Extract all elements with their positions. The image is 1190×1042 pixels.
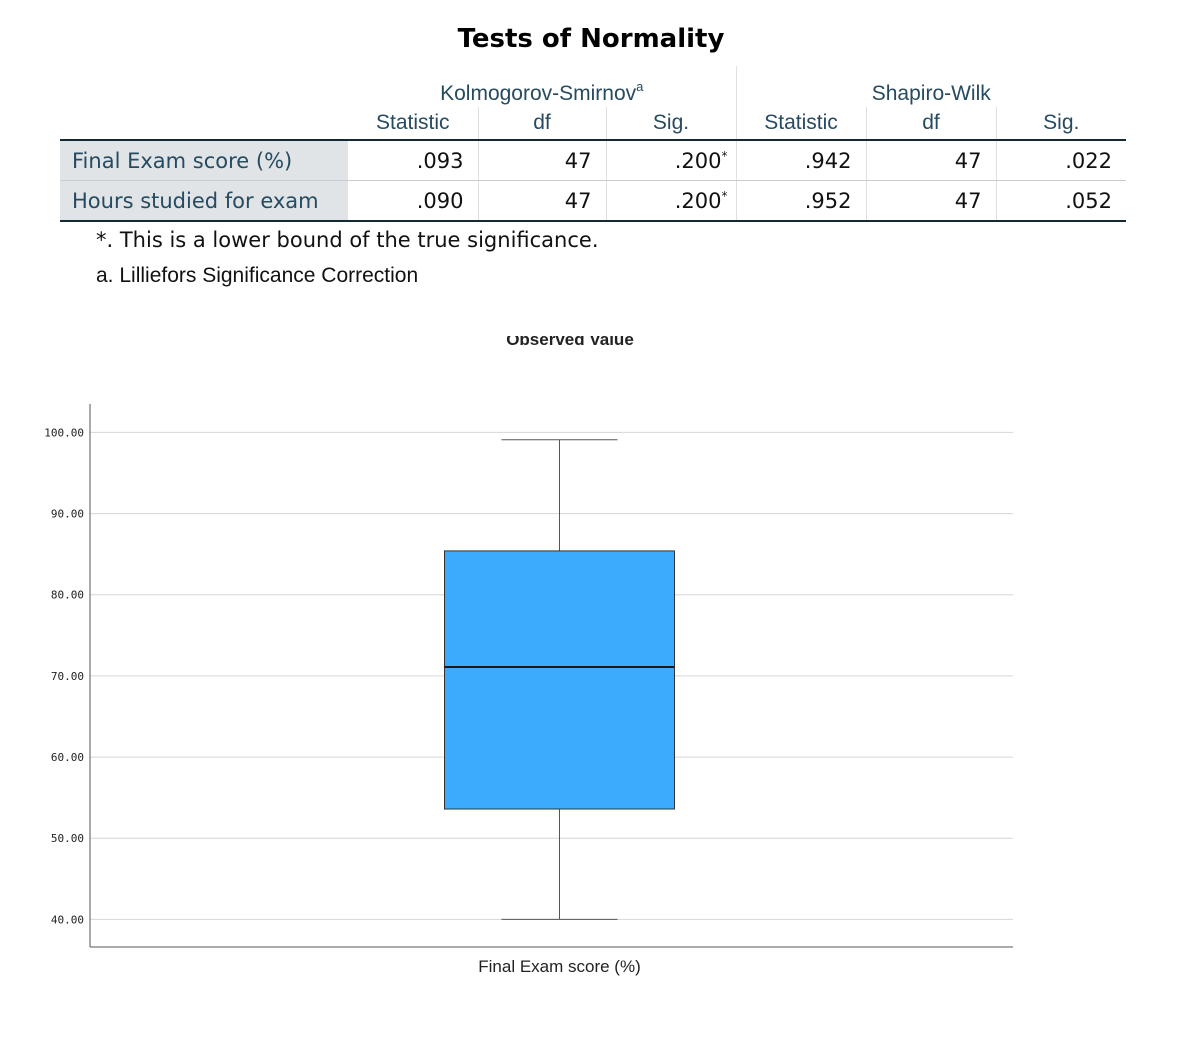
box-iqr [444, 550, 675, 810]
y-tick-label: 100.00 [44, 426, 84, 439]
footnote-lilliefors: a. Lilliefors Significance Correction [96, 264, 419, 287]
chart-title-cropped: Observed Value [470, 336, 670, 350]
cell-sw-sig: .022 [995, 140, 1126, 181]
cell-sw-statistic: .952 [735, 180, 866, 222]
cell-ks-df: 47 [477, 180, 606, 222]
cell-ks-sig: .200 * [605, 180, 736, 222]
row-header-blank [60, 107, 348, 141]
table-title: Tests of Normality [457, 24, 725, 54]
group-header-sw: Shapiro-Wilk [735, 66, 1126, 107]
y-tick-label: 90.00 [51, 508, 84, 521]
column-header-row: Statistic df Sig. Statistic df Sig. [60, 107, 1126, 141]
cell-sw-df: 47 [865, 140, 996, 181]
table-row: Hours studied for exam .090 47 .200 * .95… [60, 180, 1126, 222]
normality-table: Kolmogorov-Smirnova Shapiro-Wilk Statist… [60, 66, 1126, 222]
footnote-significance: *. This is a lower bound of the true sig… [96, 228, 599, 252]
y-tick-label: 40.00 [51, 913, 84, 926]
group-header-ks: Kolmogorov-Smirnova [348, 66, 736, 107]
cell-sw-sig: .052 [995, 180, 1126, 222]
cell-ks-statistic: .090 [348, 180, 478, 222]
x-category-label: Final Exam score (%) [478, 957, 640, 976]
row-label: Final Exam score (%) [60, 140, 348, 181]
col-header-ks-statistic: Statistic [348, 107, 478, 141]
col-header-sw-statistic: Statistic [735, 107, 866, 141]
cell-sw-df: 47 [865, 180, 996, 222]
group-header-sw-label: Shapiro-Wilk [871, 82, 991, 105]
cell-ks-sig-footnote-mark: * [721, 188, 728, 203]
cell-sw-statistic: .942 [735, 140, 866, 181]
group-header-ks-label: Kolmogorov-Smirnov [440, 82, 637, 105]
y-tick-label: 80.00 [51, 589, 84, 602]
col-header-sw-sig: Sig. [995, 107, 1126, 141]
cell-ks-statistic: .093 [348, 140, 478, 181]
col-header-ks-df: df [477, 107, 606, 141]
group-header-ks-footnote-mark: a [636, 79, 644, 94]
table-row: Final Exam score (%) .093 47 .200 * .942 … [60, 140, 1126, 181]
cell-ks-df: 47 [477, 140, 606, 181]
y-tick-label: 70.00 [51, 670, 84, 683]
cell-ks-sig-value: .200 [674, 148, 722, 173]
cell-ks-sig-value: .200 [674, 188, 722, 213]
cell-ks-sig: .200 * [605, 140, 736, 181]
row-label: Hours studied for exam [60, 180, 348, 222]
col-header-sw-df: df [865, 107, 996, 141]
chart-title: Observed Value [506, 336, 634, 349]
cell-ks-sig-footnote-mark: * [721, 148, 728, 163]
group-header-row: Kolmogorov-Smirnova Shapiro-Wilk [60, 66, 1126, 107]
col-header-ks-sig: Sig. [605, 107, 736, 141]
y-tick-label: 50.00 [51, 832, 84, 845]
y-tick-label: 60.00 [51, 751, 84, 764]
